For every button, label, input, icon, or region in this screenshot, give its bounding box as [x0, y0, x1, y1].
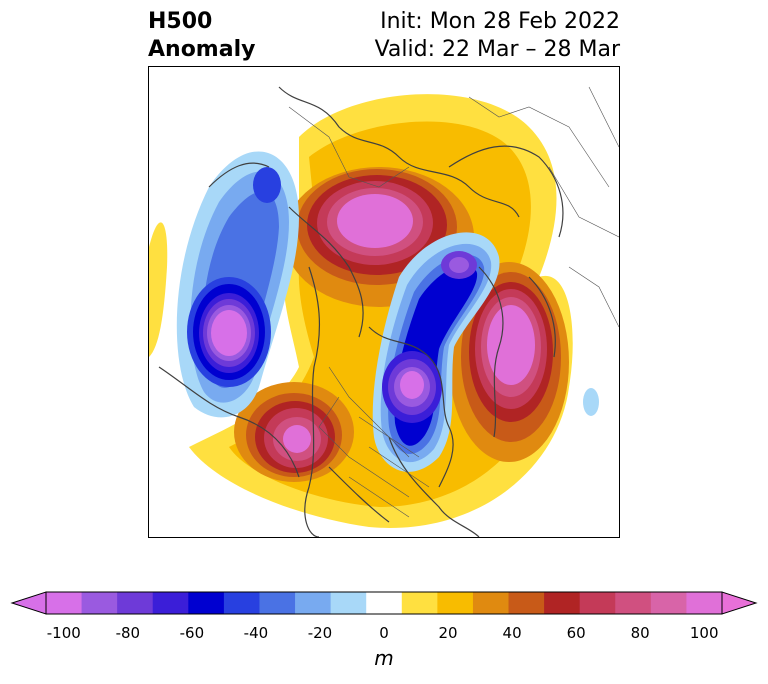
init-date: Init: Mon 28 Feb 2022	[380, 9, 620, 34]
colorbar-tick-label: -40	[243, 624, 269, 642]
anomaly-map	[149, 86, 619, 537]
colorbar-tick-label: -80	[115, 624, 141, 642]
colorbar-tick-label: -100	[46, 624, 81, 642]
valid-range: Valid: 22 Mar – 28 Mar	[374, 37, 620, 62]
colorbar-swatch	[366, 592, 403, 614]
colorbar-swatch	[615, 592, 652, 614]
positive-sliver-west	[149, 222, 168, 357]
colorbar-extend-min	[10, 591, 47, 615]
colorbar	[10, 588, 758, 628]
colorbar-tick-label: 0	[379, 624, 389, 642]
title-field: Anomaly	[148, 37, 256, 62]
colorbar-swatch	[686, 592, 723, 614]
colorbar-swatch	[579, 592, 616, 614]
colorbar-tick-label: -60	[179, 624, 205, 642]
positive-center-europe	[449, 262, 569, 462]
colorbar-tick-label: 60	[566, 624, 586, 642]
colorbar-swatch	[223, 592, 260, 614]
map-coastlines	[158, 86, 564, 537]
colorbar-swatch	[472, 592, 510, 614]
colorbar-swatch	[330, 592, 367, 614]
map-panel	[148, 66, 620, 538]
title-variable: H500	[148, 9, 213, 34]
colorbar-swatch	[259, 592, 296, 614]
colorbar-swatch	[81, 592, 118, 614]
colorbar-swatch	[152, 592, 189, 614]
colorbar-swatch	[401, 592, 438, 614]
colorbar-tick-label: 100	[689, 624, 719, 642]
negative-center-pacific	[176, 151, 299, 418]
colorbar-svg	[10, 591, 758, 615]
colorbar-swatch	[46, 592, 83, 614]
title-left: H500 Anomaly	[148, 8, 255, 64]
colorbar-unit: m	[374, 646, 394, 670]
colorbar-swatch	[117, 592, 154, 614]
colorbar-border	[45, 591, 723, 615]
colorbar-swatch	[437, 592, 474, 614]
colorbar-extend-max	[721, 591, 758, 615]
colorbar-tick-label: -20	[307, 624, 333, 642]
colorbar-tick-label: 80	[630, 624, 650, 642]
negative-patch-east	[583, 388, 599, 416]
map-borders	[288, 86, 619, 518]
colorbar-swatch	[544, 592, 581, 614]
colorbar-swatch	[650, 592, 687, 614]
colorbar-tick-label: 20	[438, 624, 458, 642]
colorbar-swatch	[188, 592, 225, 614]
title-right: Init: Mon 28 Feb 2022 Valid: 22 Mar – 28…	[375, 8, 620, 64]
colorbar-swatch	[508, 592, 545, 614]
colorbar-swatch	[295, 592, 332, 614]
colorbar-tick-label: 40	[502, 624, 522, 642]
negative-center-arctic	[372, 232, 500, 472]
